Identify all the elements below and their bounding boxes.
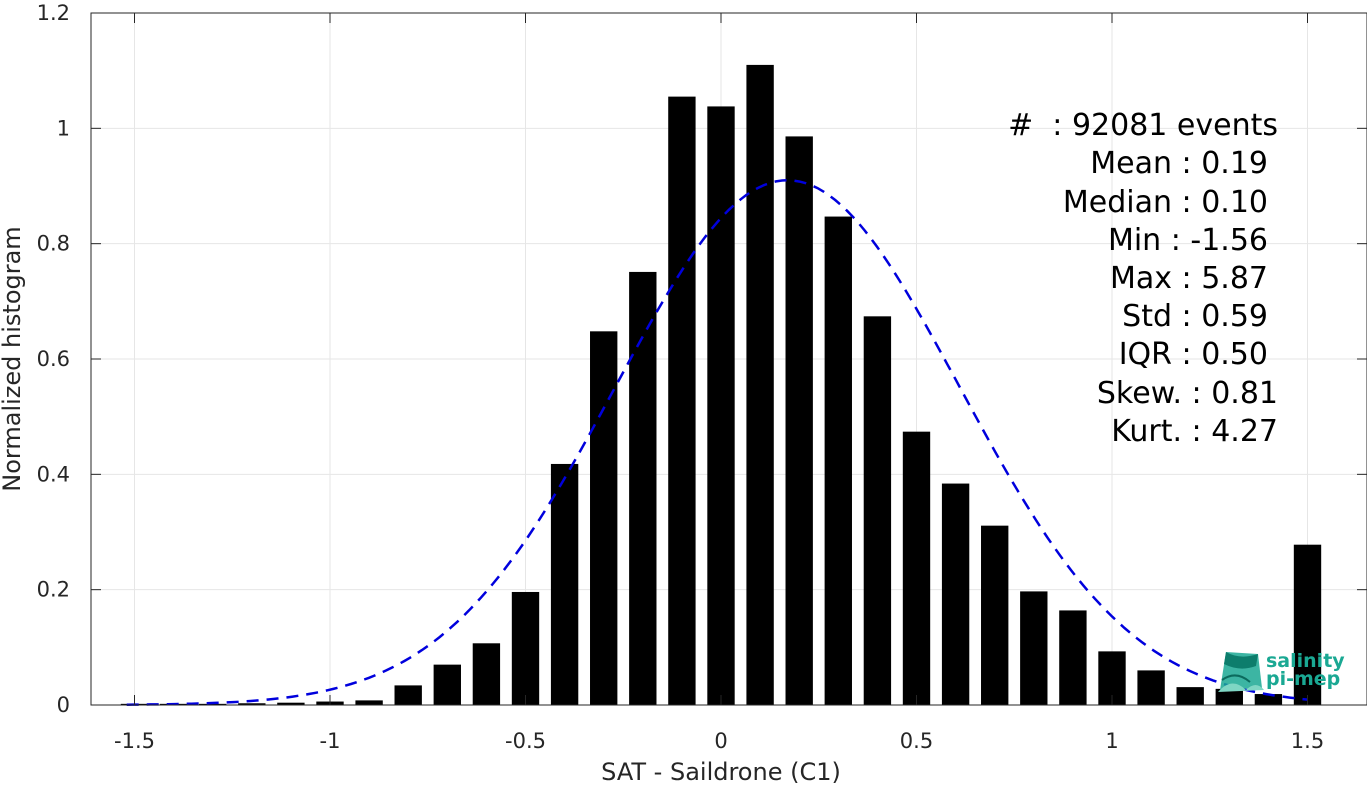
wave-logo-icon [1218,652,1264,692]
x-tick-label: -1 [320,729,341,753]
histogram-bar [981,525,1009,705]
stat-skew: Skew. : 0.81 [1097,376,1278,411]
histogram-bar [511,591,540,705]
stat-std: Std : 0.59 [1122,299,1268,334]
y-axis-label: Normalized histogram [0,226,26,491]
fit-curve-layer [126,178,1308,706]
histogram-bar [550,463,579,705]
logo-text-pimep: pi-mep [1266,668,1340,690]
histogram-bar [199,703,227,705]
histogram-bar [238,703,266,705]
stat-mean: Mean : 0.19 [1090,146,1268,181]
histogram-bar [1059,610,1087,705]
histogram-bar [1254,694,1283,705]
x-tick-label: -0.5 [505,729,546,753]
salinity-pimep-logo: salinity pi-mep [1218,650,1345,692]
tick-labels-layer: -1.5 -1 -0.5 0 0.5 1 1.5 0 0.2 0.4 0.6 0.8 1 1.2 [37,1,1325,753]
histogram-bar [1215,688,1243,705]
stats-annotation: # : 92081 events Mean : 0.19 Median : 0.… [1008,108,1278,449]
histogram-bar [707,106,735,706]
axes-layer [90,12,1367,706]
histogram-bar [1020,591,1048,705]
stat-iqr: IQR : 0.50 [1119,337,1268,372]
histogram-bar [746,64,774,705]
histogram-bar [668,96,696,705]
x-tick-label: 0 [714,729,727,753]
y-tick-label: 1.2 [37,1,70,25]
x-tick-label: 0.5 [900,729,933,753]
x-tick-label: -1.5 [114,729,155,753]
logo-text-salinity: salinity [1266,650,1345,672]
histogram-bar [277,702,305,705]
histogram-bar [472,643,501,705]
histogram-bar [590,331,618,705]
x-axis-label: SAT - Saildrone (C1) [601,758,841,785]
stat-median: Median : 0.10 [1063,185,1268,220]
histogram-bar [629,271,657,705]
y-tick-label: 0.6 [37,347,70,371]
histogram-bar [824,216,852,705]
histogram-bar [433,664,461,705]
stat-max: Max : 5.87 [1110,261,1268,296]
histogram-bar [1293,544,1322,705]
histogram-bar [902,431,931,705]
y-tick-label: 0.8 [37,232,70,256]
histogram-bar [394,685,422,705]
stat-kurt: Kurt. : 4.27 [1111,414,1278,449]
y-tick-label: 1 [57,116,70,140]
y-tick-label: 0.2 [37,578,70,602]
y-tick-label: 0.4 [37,462,70,486]
histogram-bar [785,136,813,705]
histogram-bar [863,316,892,705]
x-tick-label: 1.5 [1291,729,1324,753]
histogram-bar [1176,687,1204,705]
y-tick-label: 0 [57,693,70,717]
bars-layer [120,64,1322,706]
histogram-bar [941,483,970,705]
stat-events: # : 92081 events [1008,108,1278,143]
x-tick-label: 1 [1105,729,1118,753]
stat-min: Min : -1.56 [1108,223,1268,258]
histogram-bar [355,700,383,705]
histogram-bar [1137,670,1165,705]
gaussian-fit-curve [126,178,1308,706]
